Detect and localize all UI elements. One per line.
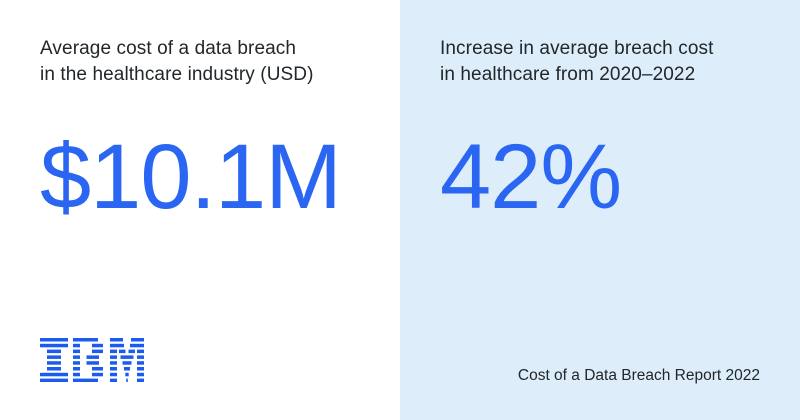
ibm-logo [40,338,144,382]
left-stat-value: $10.1M [40,126,342,228]
right-stat-value: 42% [440,126,622,228]
report-source-label: Cost of a Data Breach Report 2022 [517,367,760,384]
ibm-logo-icon [40,338,144,382]
left-heading-line2: in the healthcare industry (USD) [40,64,314,85]
left-heading: Average cost of a data breach in the hea… [40,36,370,88]
right-stat-panel: Increase in average breach cost in healt… [400,0,800,420]
left-stat-panel: Average cost of a data breach in the hea… [40,36,370,382]
right-heading-line2: in healthcare from 2020–2022 [440,64,696,85]
right-heading-line1: Increase in average breach cost [440,38,714,59]
right-heading: Increase in average breach cost in healt… [440,36,770,88]
left-heading-line1: Average cost of a data breach [40,38,297,59]
